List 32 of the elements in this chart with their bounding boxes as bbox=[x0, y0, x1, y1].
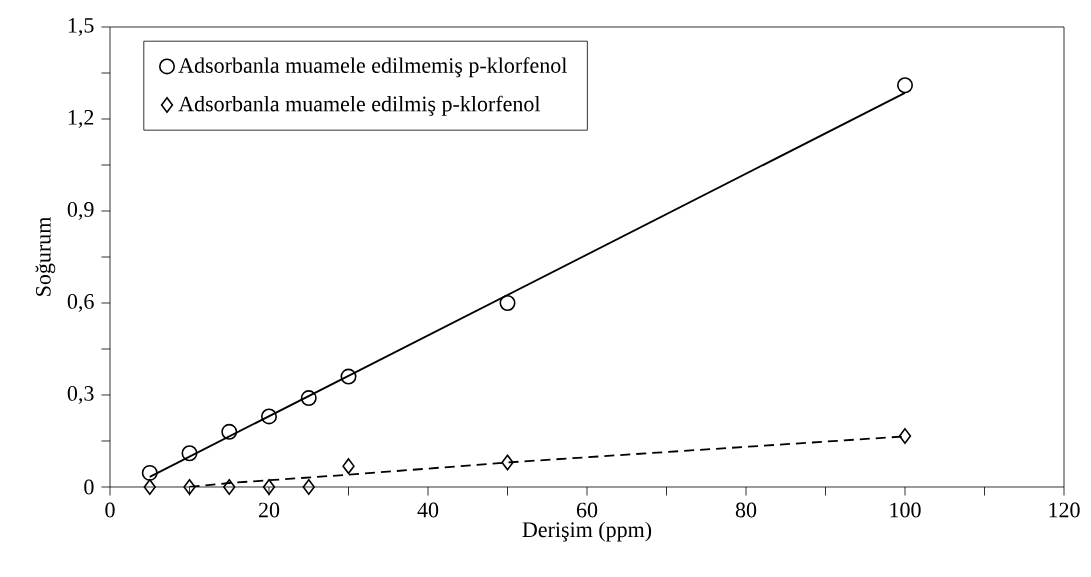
y-axis-title: Soğurum bbox=[35, 217, 56, 296]
point bbox=[501, 454, 514, 471]
x-tick-label: 80 bbox=[735, 502, 757, 518]
point bbox=[302, 478, 315, 495]
y-tick-label: 0,3 bbox=[67, 385, 94, 404]
x-tick-label: 120 bbox=[1049, 502, 1080, 518]
y-tick-label: 1,5 bbox=[68, 18, 94, 36]
point bbox=[221, 423, 238, 440]
point bbox=[183, 478, 196, 495]
legend-label: Adsorbanla muamele edilmemiş p-klorfenol bbox=[178, 57, 567, 78]
point bbox=[300, 390, 317, 407]
point bbox=[141, 464, 158, 481]
x-tick-label: 60 bbox=[576, 502, 598, 518]
x-axis-title: Derişim (ppm) bbox=[522, 521, 652, 542]
point bbox=[262, 478, 276, 495]
x-tick-label: 0 bbox=[105, 502, 115, 518]
point bbox=[261, 408, 278, 425]
point bbox=[342, 458, 355, 475]
point bbox=[181, 445, 198, 462]
x-tick-label: 100 bbox=[890, 502, 921, 518]
y-tick-label: 0,9 bbox=[67, 202, 94, 220]
y-tick-label: 0,6 bbox=[67, 293, 94, 312]
y-tick-label: 0 bbox=[84, 479, 94, 495]
y-tick-label: 1,2 bbox=[68, 110, 94, 128]
legend-label: Adsorbanla muamele edilmiş p-klorfenol bbox=[178, 95, 541, 116]
point bbox=[340, 368, 357, 385]
x-tick-label: 20 bbox=[258, 502, 280, 518]
point bbox=[897, 77, 914, 94]
point bbox=[898, 428, 912, 445]
x-tick-label: 40 bbox=[417, 502, 439, 518]
point bbox=[499, 294, 516, 311]
point bbox=[223, 478, 236, 495]
